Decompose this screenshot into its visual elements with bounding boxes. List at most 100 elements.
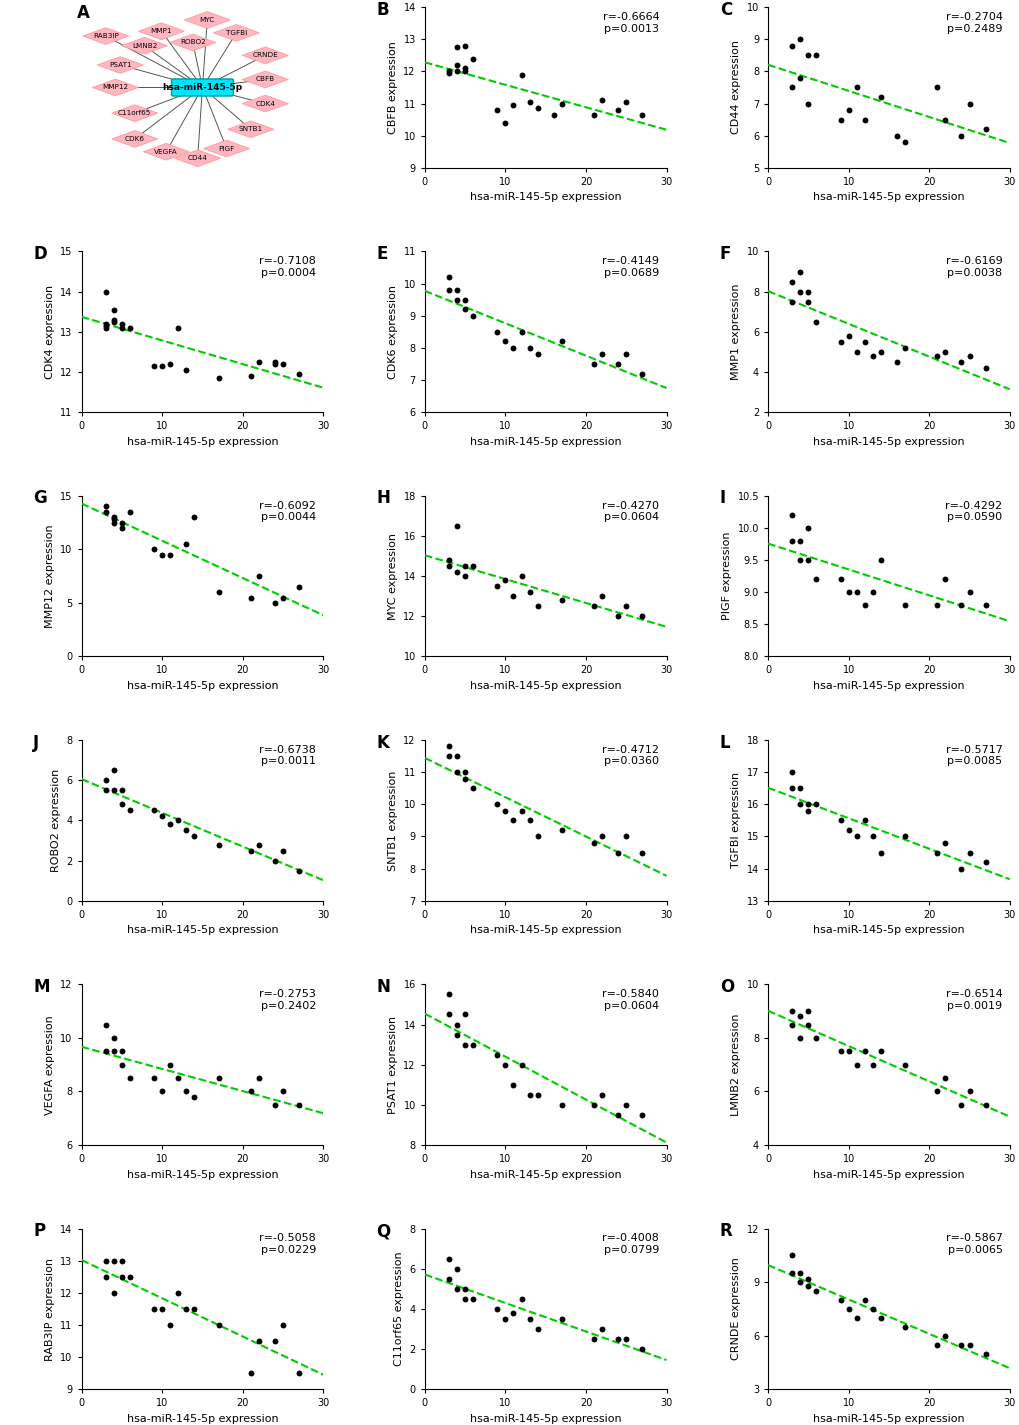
Point	[553, 589, 570, 611]
X-axis label: hsa-miR-145-5p expression: hsa-miR-145-5p expression	[812, 192, 964, 202]
Point	[529, 1083, 545, 1106]
Point	[121, 316, 138, 339]
Point	[457, 767, 473, 789]
Point	[529, 1318, 545, 1341]
Point	[553, 1308, 570, 1331]
Point	[840, 581, 856, 604]
Point	[210, 834, 226, 856]
Y-axis label: MMP1 expression: MMP1 expression	[731, 284, 741, 380]
Point	[593, 343, 609, 366]
Point	[497, 799, 514, 822]
Point	[618, 1093, 634, 1116]
Text: CDK6: CDK6	[124, 135, 145, 142]
Text: CDK4: CDK4	[255, 101, 275, 107]
Text: MYC: MYC	[200, 17, 215, 23]
Point	[529, 825, 545, 848]
Text: D: D	[34, 245, 47, 264]
Point	[936, 832, 953, 855]
Point	[251, 1330, 267, 1352]
Text: r=-0.5867
p=0.0065: r=-0.5867 p=0.0065	[945, 1234, 1002, 1255]
Point	[440, 745, 457, 768]
Point	[896, 336, 912, 359]
Point	[121, 1067, 138, 1090]
Point	[290, 1093, 307, 1116]
Point	[784, 529, 800, 551]
Point	[290, 576, 307, 598]
Point	[106, 758, 122, 781]
Point	[784, 1263, 800, 1285]
Point	[618, 1328, 634, 1351]
Point	[800, 792, 816, 815]
Point	[800, 93, 816, 115]
Point	[784, 76, 800, 98]
Text: P: P	[34, 1223, 45, 1240]
Point	[162, 1053, 178, 1076]
Point	[896, 594, 912, 617]
Point	[807, 792, 823, 815]
Point	[961, 93, 977, 115]
Polygon shape	[97, 57, 143, 73]
Point	[146, 1067, 162, 1090]
Point	[936, 1324, 953, 1347]
Text: r=-0.6092
p=0.0044: r=-0.6092 p=0.0044	[259, 500, 316, 522]
Point	[784, 1000, 800, 1023]
Point	[243, 1362, 259, 1385]
Point	[465, 777, 481, 799]
Polygon shape	[139, 23, 184, 40]
Point	[928, 1080, 945, 1103]
Point	[448, 1257, 465, 1280]
Point	[440, 265, 457, 288]
Point	[800, 44, 816, 67]
Point	[792, 1263, 808, 1285]
Point	[807, 44, 823, 67]
Point	[504, 584, 521, 607]
Point	[521, 336, 537, 359]
Point	[832, 1288, 848, 1311]
Point	[928, 345, 945, 368]
Polygon shape	[227, 121, 273, 138]
Text: r=-0.4712
p=0.0360: r=-0.4712 p=0.0360	[601, 745, 658, 767]
Point	[267, 591, 283, 614]
Point	[593, 584, 609, 607]
Point	[440, 279, 457, 302]
Point	[162, 1314, 178, 1337]
Point	[521, 809, 537, 832]
Point	[457, 554, 473, 577]
Point	[792, 792, 808, 815]
Point	[928, 76, 945, 98]
Point	[106, 1026, 122, 1049]
Point	[251, 834, 267, 856]
Point	[210, 581, 226, 604]
Point	[513, 321, 529, 343]
Text: MMP1: MMP1	[151, 28, 172, 34]
Point	[634, 841, 650, 864]
Text: L: L	[719, 734, 730, 751]
Point	[848, 1307, 864, 1330]
X-axis label: hsa-miR-145-5p expression: hsa-miR-145-5p expression	[470, 925, 621, 935]
Point	[243, 586, 259, 608]
Point	[609, 841, 626, 864]
Polygon shape	[112, 105, 158, 121]
Point	[807, 1026, 823, 1049]
X-axis label: hsa-miR-145-5p expression: hsa-miR-145-5p expression	[812, 1414, 964, 1424]
Point	[840, 818, 856, 841]
Point	[792, 1271, 808, 1294]
Point	[497, 569, 514, 591]
Point	[936, 108, 953, 131]
Text: ROBO2: ROBO2	[179, 40, 206, 46]
Point	[585, 104, 601, 127]
Point	[872, 841, 889, 864]
Point	[457, 34, 473, 57]
Point	[267, 352, 283, 375]
Point	[121, 799, 138, 822]
Point	[113, 792, 129, 815]
Point	[800, 549, 816, 571]
Point	[593, 1318, 609, 1341]
Point	[154, 805, 170, 828]
Point	[121, 500, 138, 523]
Point	[800, 1013, 816, 1036]
Point	[106, 779, 122, 802]
Point	[513, 564, 529, 587]
Text: TGFBI: TGFBI	[225, 30, 247, 36]
Point	[210, 1067, 226, 1090]
